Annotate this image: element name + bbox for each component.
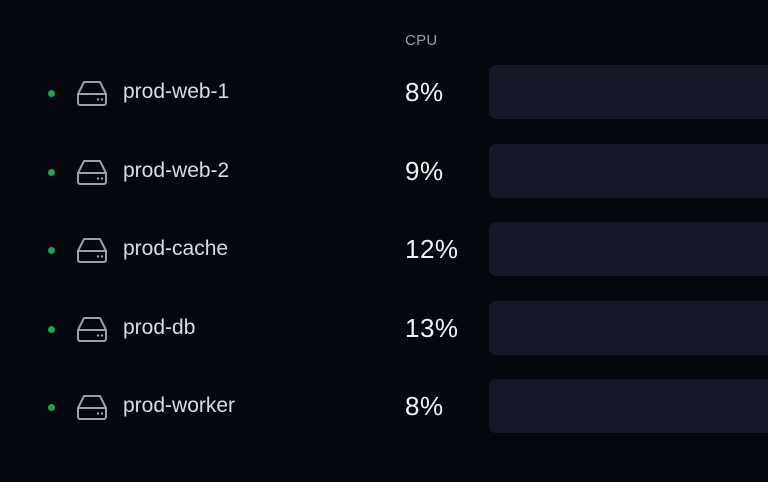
- server-drive-icon: [76, 236, 357, 285]
- status-dot: [48, 169, 55, 176]
- server-name[interactable]: prod-web-1: [123, 80, 230, 103]
- cpu-sparkline: [489, 379, 768, 433]
- cpu-value: 8%: [405, 77, 444, 107]
- server-drive-icon: [76, 79, 357, 128]
- server-row[interactable]: prod-web-2 9%: [0, 144, 768, 207]
- server-row[interactable]: prod-cache 12%: [0, 222, 768, 285]
- cpu-value: 8%: [405, 391, 444, 421]
- status-dot: [48, 247, 55, 254]
- server-drive-icon: [76, 393, 357, 442]
- server-name[interactable]: prod-cache: [123, 237, 229, 260]
- server-name[interactable]: prod-web-2: [123, 159, 230, 182]
- server-name[interactable]: prod-db: [123, 316, 196, 339]
- status-dot: [48, 404, 55, 411]
- server-row[interactable]: prod-db 13%: [0, 301, 768, 364]
- cpu-value: 9%: [405, 156, 444, 186]
- status-dot: [48, 326, 55, 333]
- server-name[interactable]: prod-worker: [123, 394, 236, 417]
- server-row[interactable]: prod-worker 8%: [0, 379, 768, 442]
- server-drive-icon: [76, 158, 357, 207]
- server-drive-icon: [76, 315, 357, 364]
- status-dot: [48, 90, 55, 97]
- cpu-column-header: CPU: [405, 32, 438, 49]
- server-row[interactable]: prod-web-1 8%: [0, 65, 768, 128]
- cpu-sparkline: [489, 301, 768, 355]
- cpu-sparkline: [489, 65, 768, 119]
- cpu-value: 12%: [405, 234, 459, 264]
- cpu-sparkline: [489, 222, 768, 276]
- cpu-sparkline: [489, 144, 768, 198]
- cpu-value: 13%: [405, 313, 459, 343]
